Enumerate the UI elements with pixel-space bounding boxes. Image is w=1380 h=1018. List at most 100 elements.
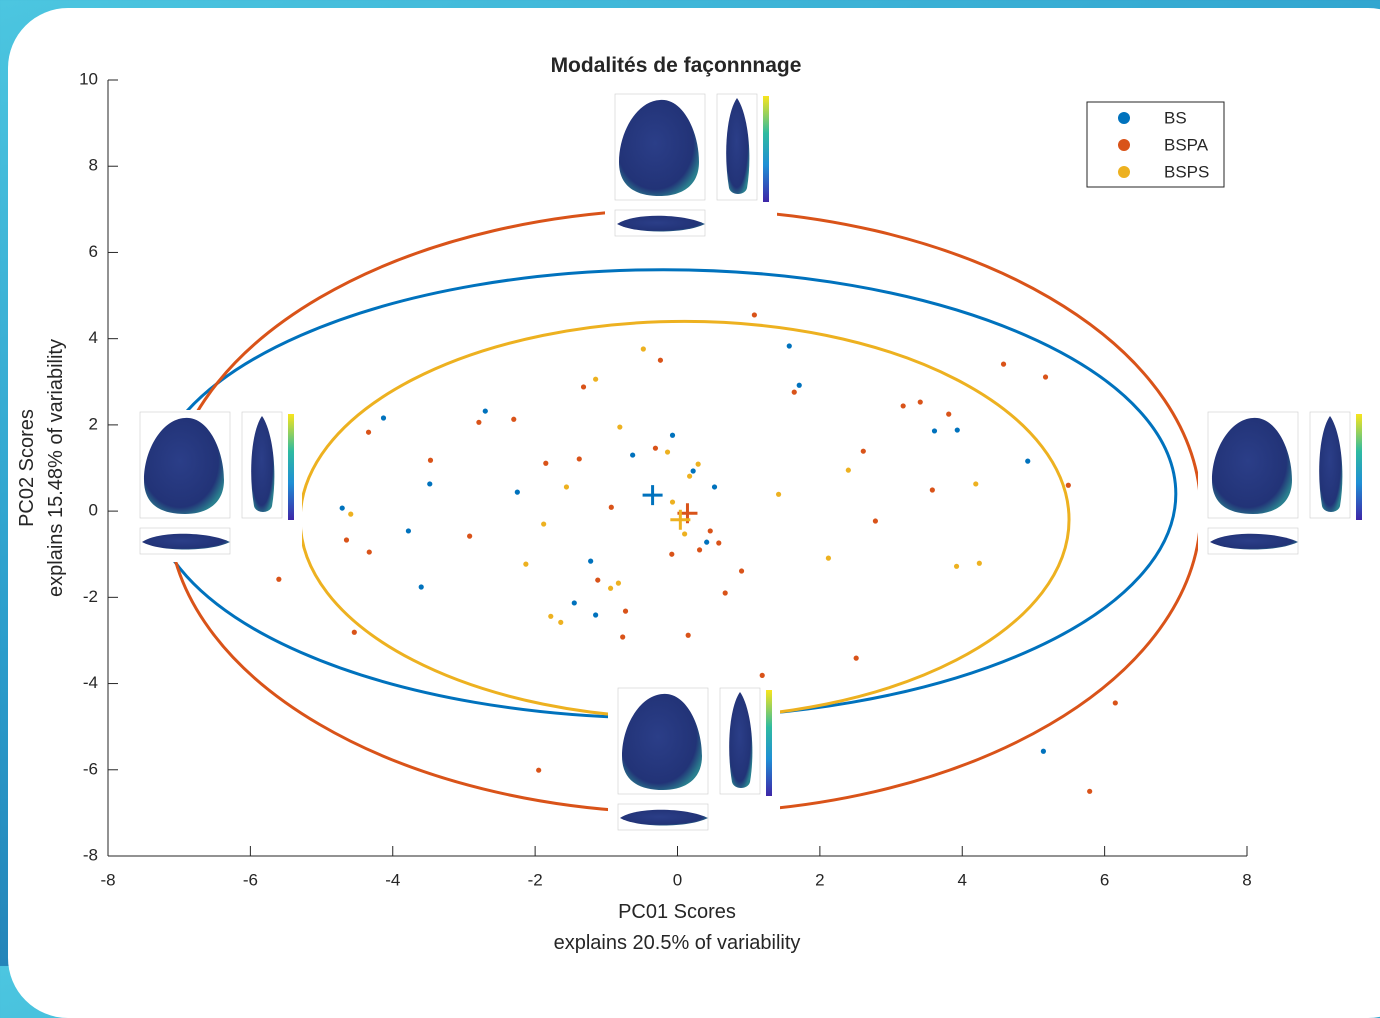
data-point: [1112, 700, 1118, 706]
data-point: [687, 473, 693, 479]
data-point: [685, 632, 691, 638]
x-tick-label: 2: [815, 870, 824, 889]
data-point: [571, 600, 577, 606]
data-point: [548, 613, 554, 619]
data-point: [622, 608, 629, 614]
data-point: [946, 411, 952, 417]
x-tick-label: -2: [528, 870, 543, 889]
data-point: [380, 415, 387, 421]
legend-label: BSPS: [1164, 162, 1209, 181]
mean-marker: [642, 485, 663, 506]
data-point: [954, 427, 960, 433]
data-point: [276, 576, 282, 582]
shape-side: [251, 416, 275, 512]
colorbar: [766, 690, 772, 796]
data-point: [580, 384, 587, 390]
data-point: [523, 561, 529, 567]
data-point: [588, 558, 594, 564]
data-point: [917, 399, 923, 405]
data-point: [576, 456, 582, 462]
data-point: [1042, 374, 1049, 380]
shape-top: [620, 809, 708, 826]
data-point: [791, 389, 797, 395]
thumbnail-frame: [1309, 411, 1351, 519]
data-point: [608, 504, 614, 510]
data-point: [1087, 788, 1093, 794]
data-point: [418, 584, 424, 590]
data-point: [476, 419, 482, 425]
x-tick-label: -8: [100, 870, 115, 889]
data-point: [872, 518, 879, 524]
x-tick-label: 4: [958, 870, 967, 889]
data-point: [630, 452, 636, 458]
chart-title: Modalités de façonnnage: [551, 54, 802, 77]
page: {"chart_data": { "type": "scatter", "tit…: [0, 0, 1380, 966]
data-point: [953, 563, 960, 569]
shape-thumbnail: [608, 686, 780, 838]
data-point: [541, 521, 547, 527]
x-tick-label: 6: [1100, 870, 1109, 889]
data-point: [738, 568, 745, 574]
data-point: [690, 468, 696, 474]
data-point: [900, 403, 906, 409]
y-tick-label: 8: [89, 156, 98, 175]
thumbnail-frame: [139, 411, 231, 519]
legend-box: [1086, 101, 1225, 188]
thumbnail-frame: [716, 93, 758, 201]
y-axis-label: explains 15.48% of variability: [45, 339, 67, 597]
data-point: [825, 555, 832, 561]
data-point: [786, 343, 792, 349]
shape-front: [622, 693, 702, 790]
x-tick-label: -4: [385, 870, 400, 889]
data-point: [593, 612, 599, 618]
data-point: [536, 767, 542, 773]
data-point: [482, 408, 488, 414]
thumbnail-frame: [614, 209, 706, 237]
data-point: [615, 580, 622, 586]
thumbnail-frame: [617, 803, 709, 831]
legend-marker: [1118, 166, 1130, 178]
shape-front: [1212, 417, 1292, 514]
data-point: [929, 487, 935, 493]
data-point: [343, 537, 350, 543]
data-point: [664, 449, 671, 455]
data-point: [669, 432, 676, 438]
data-point: [620, 634, 626, 640]
data-point: [427, 457, 434, 463]
data-point: [1000, 361, 1007, 367]
thumbnail-frame: [139, 527, 231, 555]
data-point: [775, 491, 782, 497]
data-point: [931, 428, 938, 434]
x-tick-label: 0: [673, 870, 682, 889]
data-point: [704, 539, 710, 545]
data-point: [652, 445, 659, 451]
data-point: [853, 655, 859, 661]
data-point: [617, 424, 623, 430]
shape-side: [726, 98, 750, 194]
shape-top: [617, 215, 705, 232]
data-point: [563, 484, 570, 490]
thumbnail-frame: [1207, 411, 1299, 519]
data-point: [511, 416, 517, 422]
data-point: [657, 357, 664, 363]
y-tick-label: -4: [83, 673, 98, 692]
data-point: [593, 376, 599, 382]
data-point: [640, 346, 646, 352]
data-point: [405, 528, 412, 534]
data-point: [351, 629, 357, 635]
y-axis-label: PC02 Scores: [16, 409, 38, 527]
legend-marker: [1118, 139, 1130, 151]
chart: Modalités de façonnnage PC01 Scores expl…: [16, 54, 1362, 954]
data-point: [759, 672, 765, 678]
data-point: [595, 577, 601, 583]
data-point: [366, 549, 372, 555]
data-point: [427, 481, 433, 487]
data-point: [696, 547, 703, 553]
data-point: [543, 460, 549, 466]
colorbar: [288, 414, 294, 520]
colorbar: [1356, 414, 1362, 520]
legend-label: BS: [1164, 108, 1187, 127]
mean-marker: [670, 509, 691, 530]
shape-front: [144, 417, 224, 514]
data-point: [845, 467, 851, 473]
